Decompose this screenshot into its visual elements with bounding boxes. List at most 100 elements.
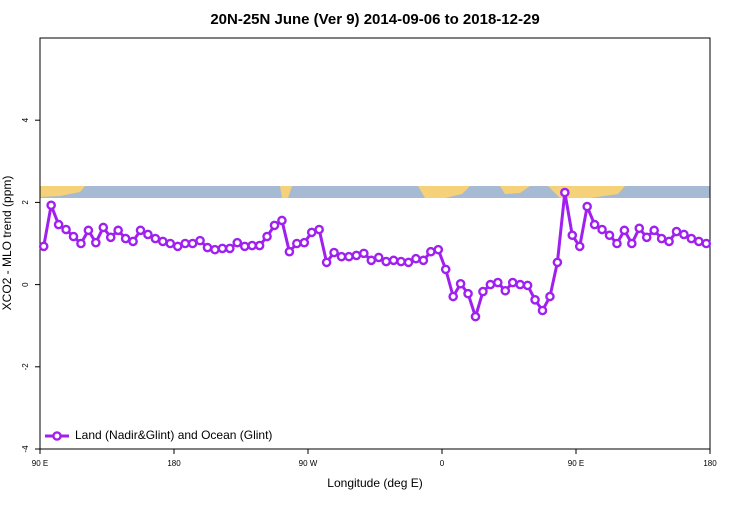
data-point <box>232 237 243 248</box>
land <box>40 186 85 197</box>
y-tick-label: 0 <box>21 282 30 287</box>
data-point <box>656 233 667 244</box>
data-point <box>597 224 607 235</box>
data-point <box>604 230 615 241</box>
data-point <box>165 238 176 249</box>
land <box>280 186 292 198</box>
data-point <box>180 238 190 249</box>
data-point <box>262 231 272 242</box>
data-point <box>68 231 79 242</box>
data-point <box>507 277 518 288</box>
data-point <box>537 305 548 316</box>
data-point <box>172 241 183 252</box>
data-point <box>589 219 600 230</box>
data-point <box>76 238 86 249</box>
data-point <box>98 222 109 233</box>
data-point <box>135 225 146 236</box>
y-tick-label: 2 <box>21 200 30 205</box>
data-point <box>530 295 540 305</box>
data-point <box>619 225 630 236</box>
data-point <box>515 279 525 290</box>
data-point <box>314 224 324 235</box>
data-point <box>292 238 302 249</box>
data-point <box>158 236 168 247</box>
legend-marker <box>52 431 62 441</box>
data-point <box>38 241 49 252</box>
data-point <box>202 242 213 253</box>
data-point <box>522 280 533 291</box>
data-point <box>269 220 280 231</box>
data-point <box>582 201 592 212</box>
data-point <box>381 256 391 267</box>
data-point <box>299 237 310 248</box>
data-point <box>627 238 637 249</box>
x-axis-label: Longitude (deg E) <box>327 476 422 490</box>
data-point <box>418 255 429 266</box>
data-point <box>284 246 295 257</box>
data-point <box>373 252 384 263</box>
data-point <box>552 257 563 268</box>
data-point <box>664 236 674 247</box>
data-point <box>485 279 496 290</box>
data-point <box>560 187 570 198</box>
x-tick-label: 0 <box>440 459 445 468</box>
data-point <box>113 225 123 236</box>
data-point <box>545 291 555 302</box>
data-point <box>433 244 444 255</box>
land <box>500 186 530 194</box>
chart-title: 20N-25N June (Ver 9) 2014-09-06 to 2018-… <box>210 11 539 28</box>
data-point <box>359 248 369 259</box>
map-strip <box>40 186 710 198</box>
data-point <box>463 288 473 299</box>
y-axis-label: XCO2 - MLO trend (ppm) <box>0 176 14 311</box>
data-point <box>455 278 466 289</box>
data-point <box>277 215 287 226</box>
y-tick-label: 4 <box>21 117 30 122</box>
data-point <box>306 227 317 238</box>
data-point <box>634 223 645 234</box>
x-tick-label: 180 <box>167 459 181 468</box>
data-point <box>694 236 704 247</box>
data-point <box>649 225 659 236</box>
data-point <box>403 257 414 268</box>
data-point <box>448 291 458 302</box>
data-point <box>470 311 481 322</box>
data-point <box>686 233 697 244</box>
data-point <box>105 232 116 243</box>
data-point <box>187 238 198 249</box>
data-point <box>641 232 652 243</box>
data-point <box>411 253 421 264</box>
data-point <box>500 285 511 296</box>
data-point <box>210 244 220 255</box>
data-point <box>128 236 138 247</box>
x-tick-label: 90 W <box>299 459 318 468</box>
data-point <box>440 264 451 275</box>
x-tick-label: 90 E <box>568 459 584 468</box>
data-point <box>239 241 250 252</box>
data-point <box>701 238 712 249</box>
data-point <box>247 240 257 251</box>
data-point <box>143 229 153 240</box>
data-point <box>225 243 235 254</box>
data-point <box>336 251 347 262</box>
data-point <box>329 247 339 258</box>
data-point <box>217 243 228 254</box>
data-point <box>679 229 689 240</box>
x-tick-label: 90 E <box>32 459 48 468</box>
data-point <box>254 240 265 251</box>
data-point <box>344 251 354 262</box>
data-point <box>351 250 362 261</box>
data-point <box>195 235 205 246</box>
legend-label: Land (Nadir&Glint) and Ocean (Glint) <box>75 428 272 442</box>
data-point <box>388 255 399 266</box>
x-tick-label: 180 <box>703 459 717 468</box>
data-point <box>120 233 131 244</box>
y-tick-label: -2 <box>21 363 30 371</box>
data-point <box>53 219 64 230</box>
y-tick-label: -4 <box>21 445 30 453</box>
data-point <box>150 233 161 244</box>
data-point <box>567 230 578 241</box>
data-point <box>478 286 488 297</box>
